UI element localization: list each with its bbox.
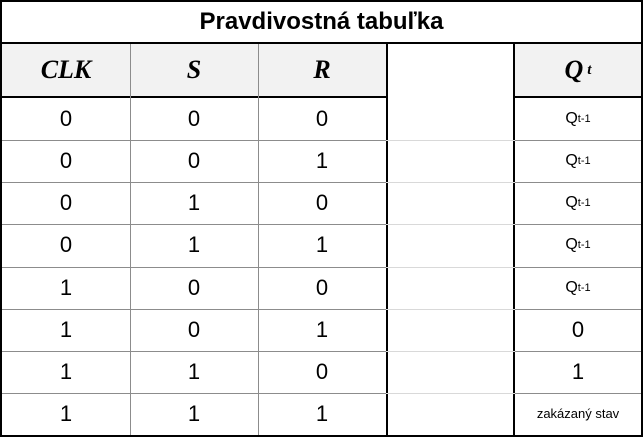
cell-s: 0 [187,316,201,342]
row-divider [515,224,641,225]
column-divider [130,44,131,435]
row-divider [515,351,641,352]
cell-clk: 1 [59,358,73,384]
cell-q-forbidden-state: zakázaný stav [536,406,620,422]
cell-r: 1 [315,400,329,426]
cell-r: 0 [315,190,329,216]
cell-s: 1 [187,232,201,258]
header-s: S [186,55,202,84]
row-divider [515,267,641,268]
row-divider [2,140,386,141]
cell-clk: 0 [59,190,73,216]
row-divider [515,182,641,183]
cell-r: 0 [315,358,329,384]
row-divider [2,224,386,225]
cell-s: 0 [187,106,201,132]
cell-q-value: 0 [571,316,585,342]
row-divider [2,393,386,394]
row-divider [386,182,515,183]
row-divider [386,309,515,310]
cell-r: 0 [315,106,329,132]
row-divider [515,393,641,394]
cell-clk: 1 [59,316,73,342]
cell-q-value: 1 [571,358,585,384]
cell-s: 1 [187,400,201,426]
cell-r: 0 [315,274,329,300]
row-divider [386,351,515,352]
cell-clk: 0 [59,232,73,258]
row-divider [515,309,641,310]
header-clk: CLK [40,55,92,84]
cell-r: 1 [315,316,329,342]
cell-r: 1 [315,148,329,174]
cell-clk: 0 [59,106,73,132]
row-divider [386,393,515,394]
cell-s: 1 [187,190,201,216]
spacer-column [386,44,515,435]
row-divider [2,182,386,183]
header-r: R [313,55,331,84]
table-title: Pravdivostná tabuľka [2,2,641,44]
row-divider [515,140,641,141]
row-divider [2,267,386,268]
row-divider [2,309,386,310]
row-divider [386,267,515,268]
row-divider [386,224,515,225]
cell-clk: 1 [59,274,73,300]
header-divider [2,96,641,98]
cell-clk: 1 [59,400,73,426]
cell-r: 1 [315,232,329,258]
cell-s: 0 [187,274,201,300]
column-divider [258,44,259,435]
cell-s: 1 [187,358,201,384]
header-row-background [2,44,641,96]
cell-clk: 0 [59,148,73,174]
row-divider [2,351,386,352]
row-divider [386,140,515,141]
cell-s: 0 [187,148,201,174]
